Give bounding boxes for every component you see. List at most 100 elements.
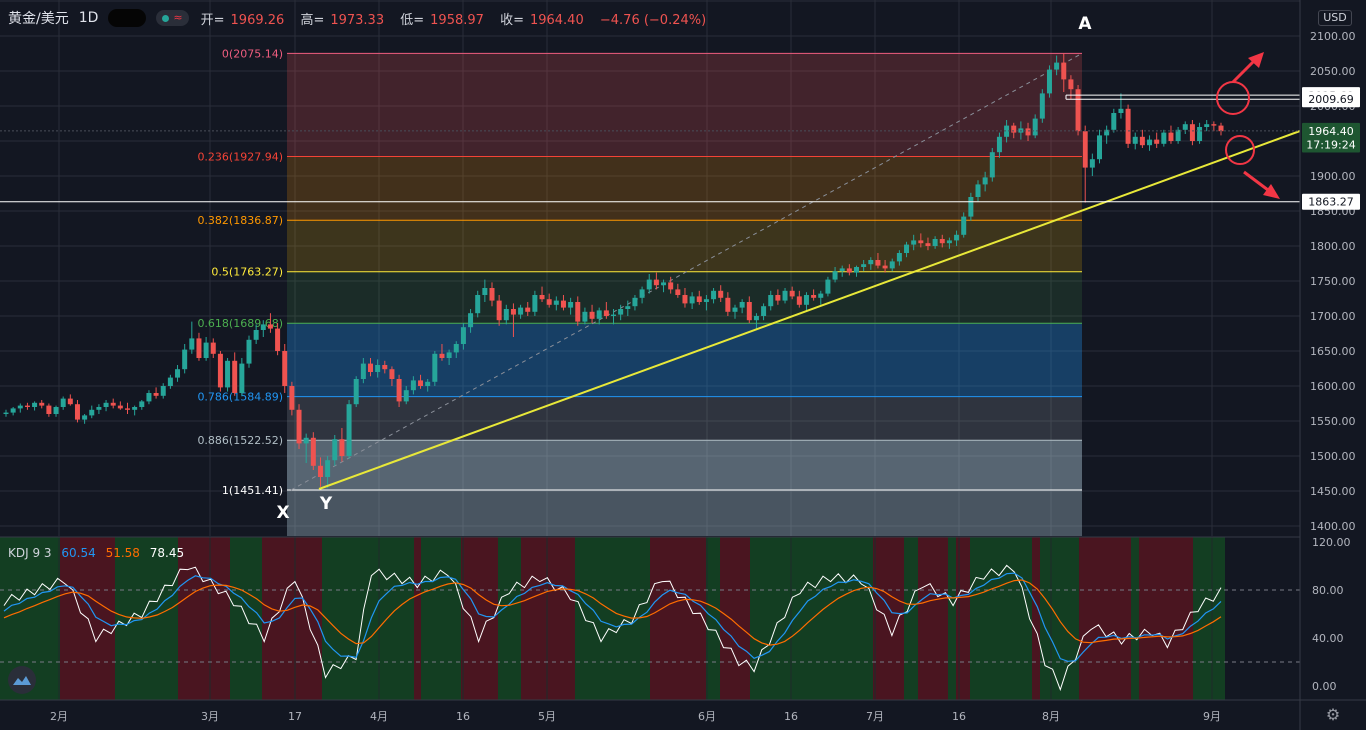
kdj-band bbox=[706, 537, 720, 700]
fib-zone bbox=[287, 323, 1082, 397]
candle-body bbox=[954, 234, 960, 241]
kdj-title: KDJ 9 3 bbox=[8, 546, 52, 560]
time-tick-label: 7月 bbox=[866, 710, 884, 723]
candle-body bbox=[675, 289, 681, 295]
interval-label[interactable]: 1D bbox=[78, 10, 99, 26]
kdj-band bbox=[230, 537, 262, 700]
candle-body bbox=[389, 369, 395, 379]
price-tag-label: 17:19:24 bbox=[1306, 139, 1355, 152]
kdj-band bbox=[948, 537, 956, 700]
candle-body bbox=[368, 363, 373, 372]
time-tick-label: 4月 bbox=[370, 710, 388, 723]
ohlc-values: 开= 1969.26 高= 1973.33 低= 1958.97 收= 1964.40 … bbox=[200, 12, 707, 28]
candle-body bbox=[1068, 79, 1074, 90]
time-tick-label: 6月 bbox=[698, 710, 716, 723]
candle-body bbox=[1075, 89, 1081, 132]
candle-body bbox=[625, 306, 631, 309]
d-value: 51.58 bbox=[105, 546, 140, 560]
candle-body bbox=[403, 390, 409, 402]
candle-body bbox=[246, 339, 252, 364]
price-tick-label: 1700.00 bbox=[1310, 310, 1356, 323]
time-tick-label: 2月 bbox=[50, 710, 68, 723]
candle-body bbox=[803, 295, 809, 305]
fib-zone bbox=[287, 53, 1082, 157]
low-value: 1958.97 bbox=[430, 12, 484, 28]
candle-body bbox=[596, 310, 602, 319]
k-value: 60.54 bbox=[61, 546, 96, 560]
kdj-band bbox=[904, 537, 918, 700]
candle-body bbox=[968, 197, 974, 217]
candle-body bbox=[339, 439, 345, 456]
kdj-band bbox=[1139, 537, 1193, 700]
candle-body bbox=[746, 302, 752, 321]
candle-body bbox=[1197, 127, 1203, 141]
candle-body bbox=[732, 307, 738, 312]
kdj-band bbox=[918, 537, 948, 700]
candle-body bbox=[918, 240, 924, 244]
brand-logo-icon[interactable] bbox=[8, 666, 36, 694]
candle-body bbox=[568, 302, 574, 308]
candle-body bbox=[1104, 129, 1110, 136]
candle-body bbox=[310, 437, 316, 466]
candle-body bbox=[239, 363, 245, 393]
candle-body bbox=[346, 404, 352, 456]
time-tick-label: 16 bbox=[952, 710, 966, 723]
candle-body bbox=[317, 465, 323, 477]
change-value: −4.76 (−0.24%) bbox=[599, 12, 707, 28]
candle-body bbox=[146, 393, 152, 402]
point-label: Y bbox=[319, 494, 333, 514]
candle-body bbox=[475, 295, 481, 314]
candle-body bbox=[39, 402, 45, 406]
candle-body bbox=[782, 290, 788, 301]
price-tag-label: 2009.69 bbox=[1308, 93, 1354, 106]
candle-body bbox=[325, 460, 331, 477]
candle-body bbox=[989, 152, 995, 178]
price-tick-label: 1600.00 bbox=[1310, 380, 1356, 393]
kdj-band bbox=[1040, 537, 1079, 700]
candle-body bbox=[167, 377, 173, 386]
candle-body bbox=[1218, 125, 1224, 132]
candle-body bbox=[582, 311, 588, 322]
candle-body bbox=[175, 369, 181, 378]
candle-body bbox=[410, 380, 416, 391]
fib-level-label: 0.236(1927.94) bbox=[197, 150, 283, 163]
candle-body bbox=[796, 296, 802, 305]
price-tag-label: 1863.27 bbox=[1308, 196, 1354, 209]
fib-level-label: 0(2075.14) bbox=[222, 47, 283, 60]
fib-zone bbox=[287, 490, 1082, 536]
candle-body bbox=[303, 437, 309, 444]
candle-body bbox=[418, 380, 424, 386]
candle-body bbox=[110, 402, 116, 406]
settings-gear-icon[interactable]: ⚙ bbox=[1325, 705, 1341, 724]
price-tick-label: 1750.00 bbox=[1310, 275, 1356, 288]
candle-body bbox=[575, 302, 581, 322]
price-tick-label: 1900.00 bbox=[1310, 170, 1356, 183]
candle-body bbox=[60, 398, 66, 407]
candle-body bbox=[904, 244, 910, 253]
candle-body bbox=[453, 344, 459, 353]
candle-body bbox=[439, 353, 445, 358]
candle-body bbox=[1182, 124, 1188, 130]
kdj-band bbox=[1131, 537, 1139, 700]
kdj-band bbox=[1079, 537, 1131, 700]
candle-body bbox=[646, 279, 652, 290]
indicator-toggle-icon[interactable]: ≈ bbox=[156, 10, 189, 26]
candle-body bbox=[3, 412, 9, 414]
kdj-band bbox=[650, 537, 706, 700]
candle-body bbox=[1025, 128, 1031, 136]
fib-zone bbox=[287, 440, 1082, 491]
price-tag bbox=[1302, 122, 1360, 139]
candle-body bbox=[1161, 132, 1167, 144]
candle-body bbox=[1039, 93, 1045, 119]
point-label: A bbox=[1078, 14, 1092, 34]
candle-body bbox=[67, 398, 73, 405]
candle-body bbox=[789, 290, 795, 297]
currency-button[interactable]: USD bbox=[1318, 10, 1352, 26]
kdj-band bbox=[322, 537, 414, 700]
kdj-band bbox=[498, 537, 521, 700]
symbol-name[interactable]: 黄金/美元 bbox=[8, 11, 69, 27]
candle-body bbox=[289, 386, 295, 410]
candle-body bbox=[446, 352, 452, 358]
candle-body bbox=[253, 330, 259, 340]
